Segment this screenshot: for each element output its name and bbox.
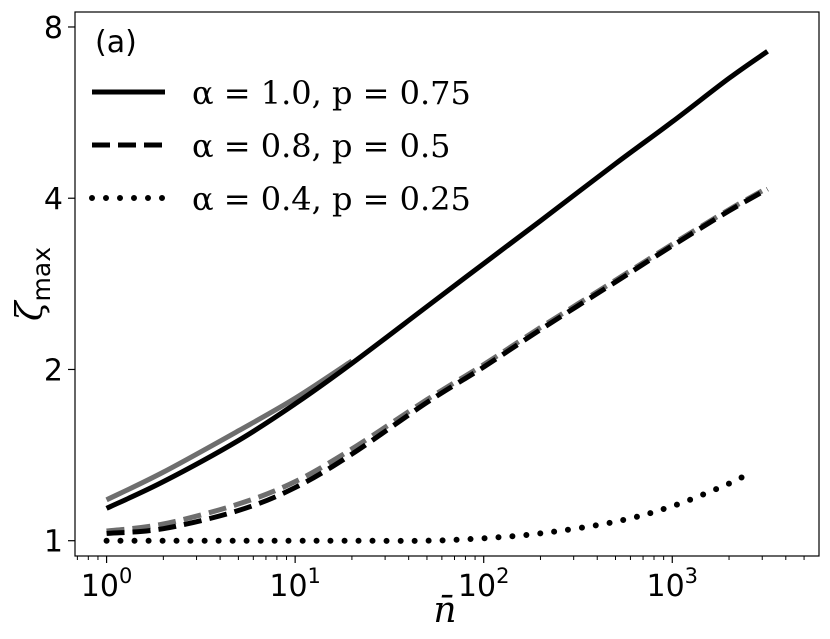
legend-label: α = 0.4, p = 0.25 — [192, 180, 471, 218]
series-layer — [103, 49, 769, 544]
plot-frame — [74, 11, 820, 557]
y-tick-label: 2 — [44, 353, 63, 388]
series-line-0-4-p-0-25 — [103, 469, 754, 544]
panel-label: (a) — [95, 25, 137, 60]
series-line-1-0-p-0-75-gray — [105, 358, 354, 503]
series-line-1-0-p-0-75 — [105, 49, 769, 511]
series-line-0-8-p-0-5 — [106, 186, 769, 536]
x-axis-label: n̄ — [433, 590, 456, 631]
x-tick-label: 102 — [458, 564, 510, 604]
x-tick-label: 101 — [269, 564, 321, 604]
y-axis-label-subscript: max — [27, 247, 56, 301]
y-axis-label-symbol: ζ — [10, 299, 51, 321]
y-tick-label: 8 — [44, 11, 63, 46]
svg-text:ζmax: ζmax — [10, 247, 56, 321]
legend: α = 1.0, p = 0.75 α = 0.8, p = 0.5 α = 0.4… — [89, 74, 471, 218]
series-line-0-8-p-0-5-gray — [106, 185, 769, 534]
ticks-layer: 100 101 102 103 1 2 4 8 — [44, 11, 805, 604]
y-tick-label: 4 — [44, 182, 63, 217]
y-axis-label: ζmax — [10, 247, 56, 321]
y-tick-label: 1 — [44, 525, 63, 560]
x-tick-label: 100 — [81, 564, 133, 604]
legend-label: α = 1.0, p = 0.75 — [192, 74, 471, 112]
x-tick-label: 103 — [646, 564, 698, 604]
legend-label: α = 0.8, p = 0.5 — [192, 127, 451, 165]
